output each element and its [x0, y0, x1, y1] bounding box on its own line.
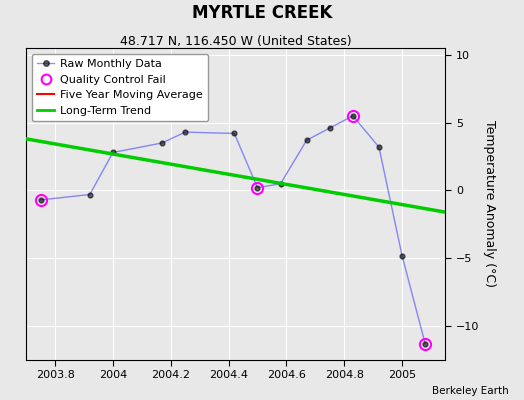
Text: MYRTLE CREEK: MYRTLE CREEK [192, 4, 332, 22]
Text: Berkeley Earth: Berkeley Earth [432, 386, 508, 396]
Title: 48.717 N, 116.450 W (United States): 48.717 N, 116.450 W (United States) [120, 35, 352, 48]
Y-axis label: Temperature Anomaly (°C): Temperature Anomaly (°C) [483, 120, 496, 288]
Legend: Raw Monthly Data, Quality Control Fail, Five Year Moving Average, Long-Term Tren: Raw Monthly Data, Quality Control Fail, … [32, 54, 208, 121]
